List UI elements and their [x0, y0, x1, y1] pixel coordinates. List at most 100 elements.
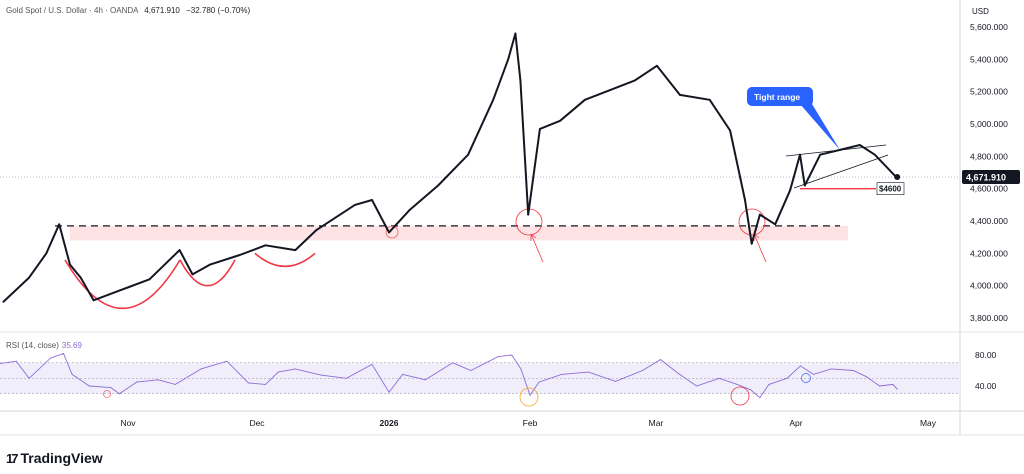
price-point [79, 276, 82, 279]
rsi-point [63, 352, 64, 354]
time-tick-label: Dec [249, 418, 265, 428]
rsi-point [15, 360, 17, 362]
price-tick-label: 5,600.000 [970, 22, 1008, 32]
price-point [519, 79, 522, 82]
target-label-box [876, 182, 905, 195]
symbol-legend: Gold Spot / U.S. Dollar · 4h · OANDA 4,6… [6, 6, 250, 15]
price-point [514, 32, 517, 35]
tradingview-logo[interactable]: 17 TradingView [6, 450, 103, 466]
price-point [45, 252, 48, 255]
rsi-point [136, 381, 138, 383]
price-point [238, 254, 241, 256]
rsi-point [750, 389, 752, 391]
rsi-tick-label: 80.00 [975, 350, 997, 360]
time-tick-label: May [920, 418, 937, 428]
rsi-point [538, 381, 540, 383]
price-point [789, 189, 792, 192]
price-point [315, 229, 318, 231]
price-point [371, 199, 373, 201]
rsi-circle [801, 373, 811, 383]
rsi-point [71, 373, 73, 375]
price-point [584, 98, 586, 101]
rsi-point [830, 368, 832, 370]
rsi-point [174, 383, 176, 385]
tradingview-logo-icon: 17 [6, 450, 19, 466]
price-point [539, 127, 541, 130]
price-tick-label: 4,800.000 [970, 151, 1008, 161]
rsi-point [200, 368, 202, 370]
price-point [354, 203, 356, 206]
rsi-point [110, 387, 112, 389]
price-tick-label: 5,400.000 [970, 54, 1008, 64]
rsi-title[interactable]: RSI (14, close) [6, 341, 59, 350]
wedge-lower-line [793, 154, 889, 189]
price-point [527, 213, 530, 216]
rsi-point [294, 368, 296, 370]
price-point [492, 98, 495, 101]
last-price-dot [894, 174, 901, 181]
rsi-point [879, 385, 881, 387]
price-point [191, 273, 194, 276]
time-tick-label: Mar [649, 418, 664, 428]
cup-arc [179, 259, 236, 287]
rsi-point [265, 383, 267, 385]
rsi-point [511, 354, 513, 356]
price-point [858, 144, 861, 146]
price-tick-label: 5,200.000 [970, 87, 1008, 97]
support-zone [70, 225, 848, 241]
rsi-point [799, 365, 801, 367]
price-point [437, 184, 440, 187]
rsi-point [226, 360, 228, 362]
last-price-badge-label: 4,671.910 [966, 173, 1006, 183]
price-point [507, 58, 510, 61]
touch-circle [385, 225, 399, 239]
rsi-circle [103, 390, 111, 398]
price-point [708, 98, 711, 101]
rsi-point [768, 383, 770, 385]
rsi-point [660, 359, 662, 361]
price-point [264, 244, 267, 247]
price-point [294, 249, 297, 252]
time-tick-label: Nov [120, 418, 136, 428]
rsi-point [786, 377, 788, 379]
price-point [2, 300, 5, 303]
rsi-value: 35.69 [61, 341, 82, 350]
rsi-point [718, 377, 720, 379]
callout-box [747, 87, 813, 106]
cup-arc [64, 259, 181, 310]
rsi-point [157, 379, 159, 381]
arrow-head-icon [530, 233, 537, 241]
price-change: −32.780 (−0.70%) [186, 6, 251, 15]
rsi-point [759, 397, 761, 399]
price-point [774, 223, 777, 226]
price-point [467, 153, 470, 156]
time-tick-label: Feb [523, 418, 538, 428]
callout-label: Tight range [754, 92, 800, 102]
price-point [409, 208, 411, 211]
price-point [633, 79, 636, 82]
price-point [148, 278, 151, 281]
callout-pointer [800, 104, 840, 150]
price-point [559, 119, 562, 122]
rsi-point [88, 385, 90, 387]
price-series-line [2, 32, 898, 303]
wedge-upper-line [785, 144, 887, 157]
symbol-title[interactable]: Gold Spot / U.S. Dollar · 4h · OANDA [6, 6, 139, 15]
price-point [803, 184, 806, 187]
price-point [58, 223, 61, 226]
last-price-badge [962, 170, 1020, 185]
price-point [178, 249, 181, 252]
rsi-point [118, 393, 120, 395]
price-tick-label: 4,600.000 [970, 184, 1008, 194]
price-point [208, 263, 211, 266]
price-point [750, 242, 753, 245]
rsi-point [892, 383, 894, 385]
last-price: 4,671.910 [144, 6, 180, 15]
rsi-point [736, 383, 738, 385]
price-point [679, 94, 681, 96]
price-tick-label: 4,000.000 [970, 281, 1008, 291]
rsi-point [320, 374, 322, 376]
price-point [819, 153, 822, 156]
